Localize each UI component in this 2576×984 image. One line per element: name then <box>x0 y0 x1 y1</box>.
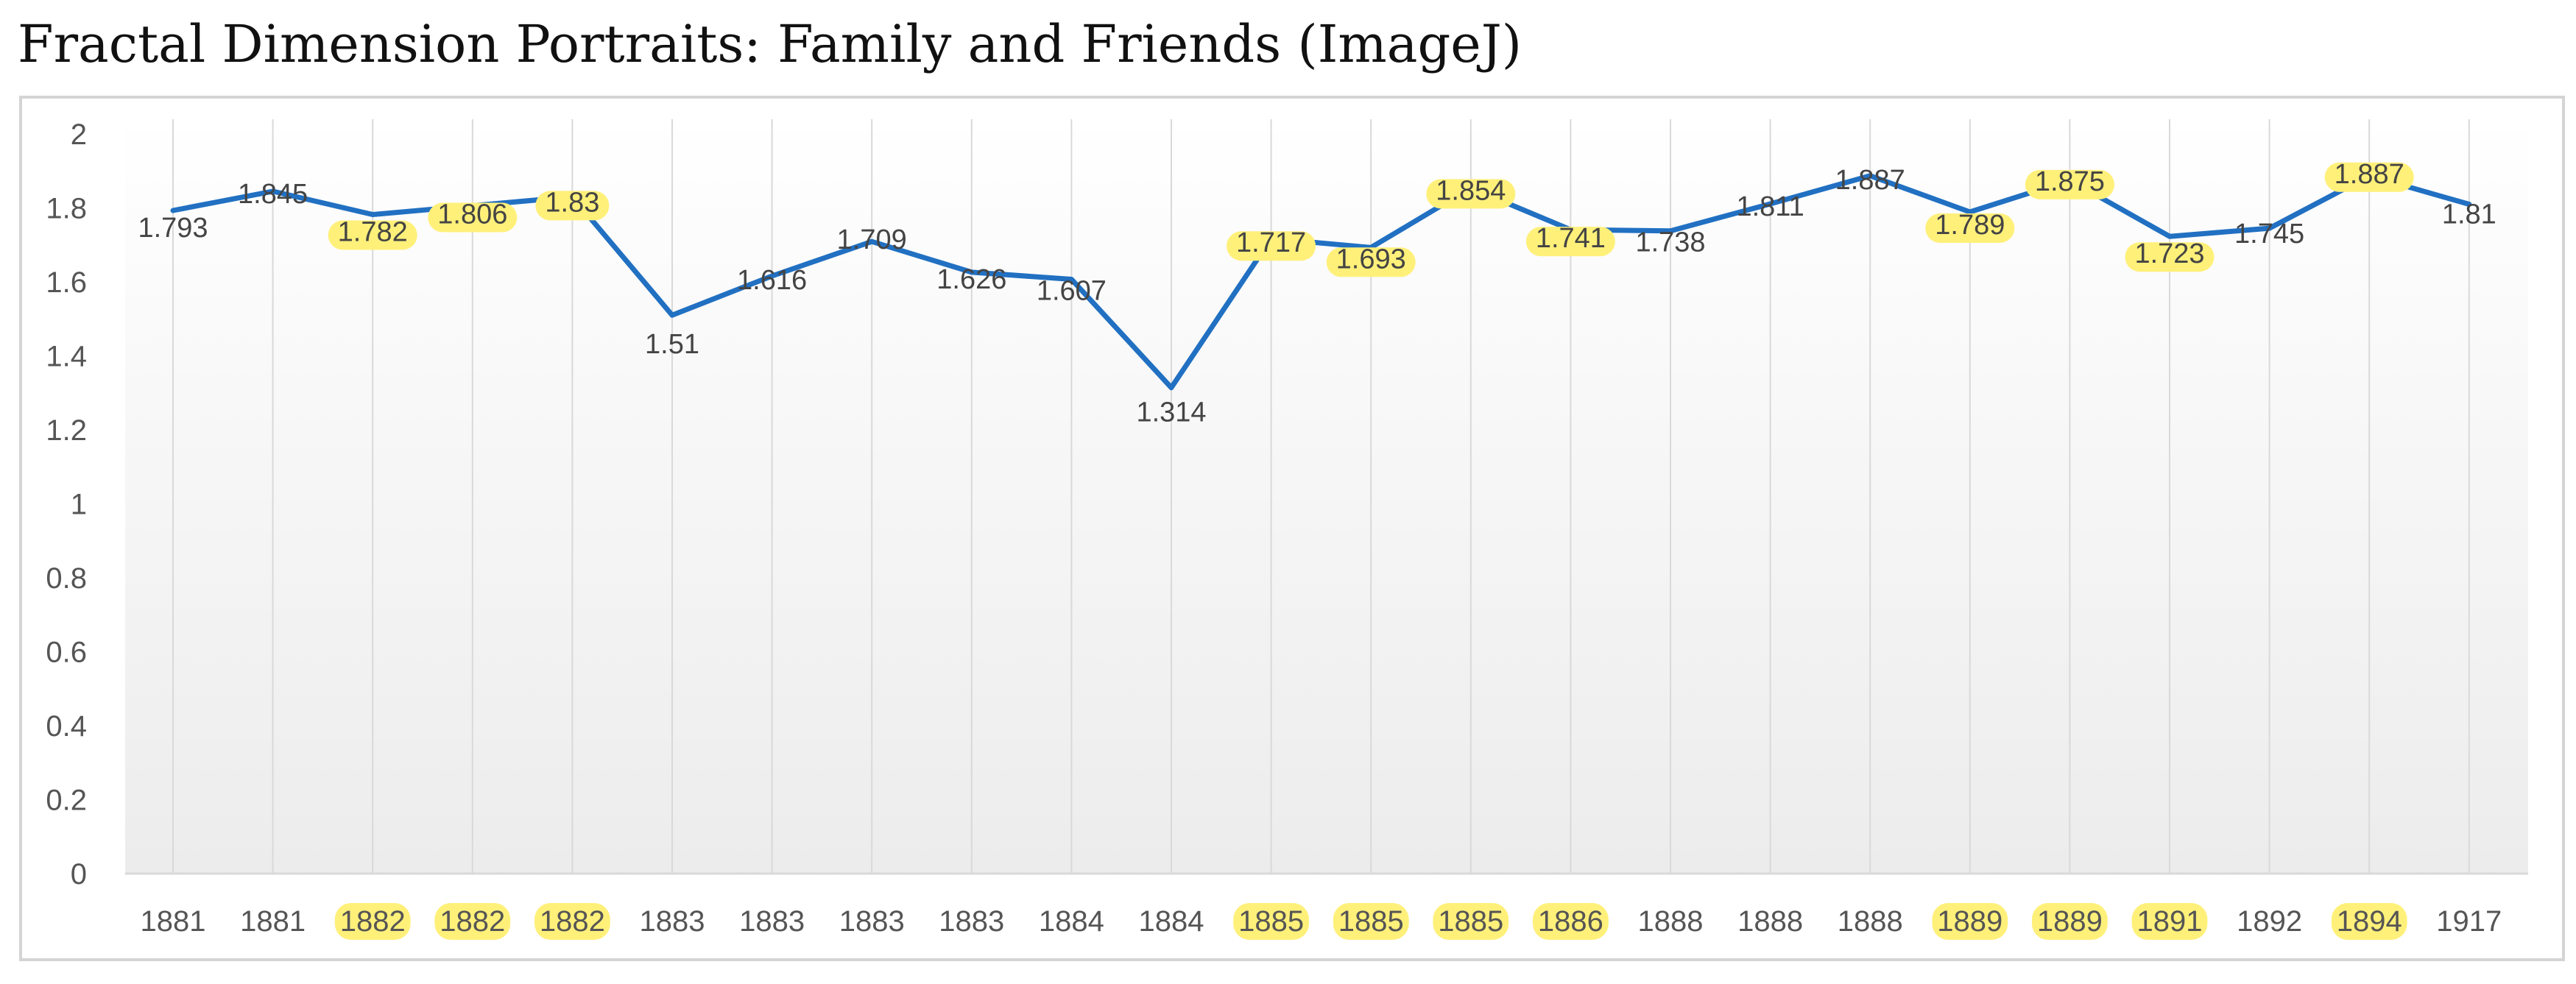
y-tick-label: 0.2 <box>46 785 87 817</box>
data-label: 1.693 <box>1336 244 1406 275</box>
page-title: Fractal Dimension Portraits: Family and … <box>18 14 1522 74</box>
data-label: 1.314 <box>1136 397 1206 428</box>
data-label: 1.51 <box>645 329 699 360</box>
x-tick-label: 1888 <box>1838 905 1903 938</box>
data-label-highlight <box>2125 242 2215 272</box>
x-tick-label: 1888 <box>1737 905 1803 938</box>
x-tick-highlight <box>534 903 610 940</box>
y-tick-label: 1 <box>71 489 87 521</box>
x-tick-label: 1882 <box>340 905 406 938</box>
data-label: 1.709 <box>837 224 907 255</box>
x-tick-label: 1882 <box>440 905 505 938</box>
data-label-highlight <box>1525 227 1615 257</box>
data-label: 1.782 <box>338 217 408 248</box>
x-tick-highlight <box>2131 903 2208 940</box>
data-label: 1.845 <box>238 179 308 210</box>
x-tick-highlight <box>334 903 411 940</box>
y-tick-label: 1.2 <box>46 414 87 447</box>
data-label-highlight <box>2025 169 2114 199</box>
y-tick-label: 2 <box>71 118 87 151</box>
data-label: 1.789 <box>1935 210 2005 241</box>
data-label: 1.806 <box>437 199 507 230</box>
x-tick-highlight <box>434 903 511 940</box>
y-tick-label: 1.8 <box>46 193 87 225</box>
y-tick-label: 1.4 <box>46 341 87 373</box>
data-label-highlight <box>1227 231 1316 261</box>
x-tick-highlight <box>1932 903 2008 940</box>
data-label: 1.811 <box>1736 191 1804 222</box>
x-tick-label: 1889 <box>1937 905 2002 938</box>
x-tick-label: 1883 <box>739 905 805 938</box>
data-label: 1.887 <box>2335 159 2404 190</box>
x-tick-label: 1882 <box>540 905 605 938</box>
y-tick-label: 0.4 <box>46 710 87 743</box>
x-tick-label: 1886 <box>1538 905 1603 938</box>
x-tick-label: 1885 <box>1438 905 1503 938</box>
data-label-highlight <box>1426 179 1516 209</box>
data-label-highlight <box>2324 162 2414 192</box>
data-label: 1.81 <box>2442 199 2496 230</box>
data-label: 1.616 <box>737 265 807 296</box>
data-label: 1.887 <box>1835 165 1905 196</box>
x-tick-highlight <box>1333 903 1409 940</box>
data-label: 1.741 <box>1536 223 1606 254</box>
y-axis: 0 0.2 0.4 0.6 0.8 1 1.2 1.4 1.6 1.8 2 <box>46 118 87 891</box>
x-tick-highlight <box>1533 903 1609 940</box>
data-label: 1.854 <box>1436 175 1506 206</box>
data-label: 1.745 <box>2234 219 2304 249</box>
x-tick-label: 1883 <box>939 905 1004 938</box>
data-label: 1.607 <box>1037 275 1107 306</box>
data-label-highlight <box>328 220 417 250</box>
data-label: 1.738 <box>1635 227 1705 258</box>
x-tick-label: 1884 <box>1039 905 1104 938</box>
data-label: 1.626 <box>936 264 1006 295</box>
x-tick-label: 1894 <box>2337 905 2402 938</box>
data-label-highlight <box>1326 247 1416 277</box>
data-label-highlight <box>428 202 518 233</box>
x-tick-label: 1892 <box>2237 905 2302 938</box>
x-tick-label: 1885 <box>1238 905 1304 938</box>
x-tick-label: 1881 <box>240 905 306 938</box>
data-label: 1.717 <box>1236 227 1306 258</box>
x-tick-label: 1881 <box>141 905 206 938</box>
data-label-highlight <box>535 191 610 221</box>
x-tick-label: 1883 <box>640 905 705 938</box>
x-axis: 1881 1881 1882 1882 1882 1883 1883 1883 1883 1884… <box>141 903 2502 940</box>
x-tick-label: 1885 <box>1338 905 1404 938</box>
x-tick-label: 1883 <box>839 905 905 938</box>
y-tick-label: 0.8 <box>46 562 87 595</box>
data-label: 1.793 <box>138 213 208 244</box>
x-tick-highlight <box>1433 903 1509 940</box>
x-tick-label: 1917 <box>2436 905 2502 938</box>
x-tick-highlight <box>2032 903 2108 940</box>
y-tick-label: 1.6 <box>46 266 87 299</box>
data-label: 1.83 <box>545 187 599 218</box>
x-tick-label: 1888 <box>1638 905 1704 938</box>
x-tick-label: 1889 <box>2037 905 2103 938</box>
x-tick-label: 1891 <box>2137 905 2203 938</box>
data-label: 1.723 <box>2134 238 2204 269</box>
x-tick-label: 1884 <box>1139 905 1204 938</box>
x-tick-highlight <box>2331 903 2407 940</box>
y-tick-label: 0 <box>71 858 87 891</box>
data-labels: 1.793 1.845 1.782 1.806 1.83 1.51 1.616 1.709 1.… <box>138 159 2496 428</box>
y-tick-label: 0.6 <box>46 637 87 669</box>
x-tick-highlight <box>1233 903 1309 940</box>
data-label-highlight <box>1925 213 2015 244</box>
data-label: 1.875 <box>2035 166 2105 197</box>
